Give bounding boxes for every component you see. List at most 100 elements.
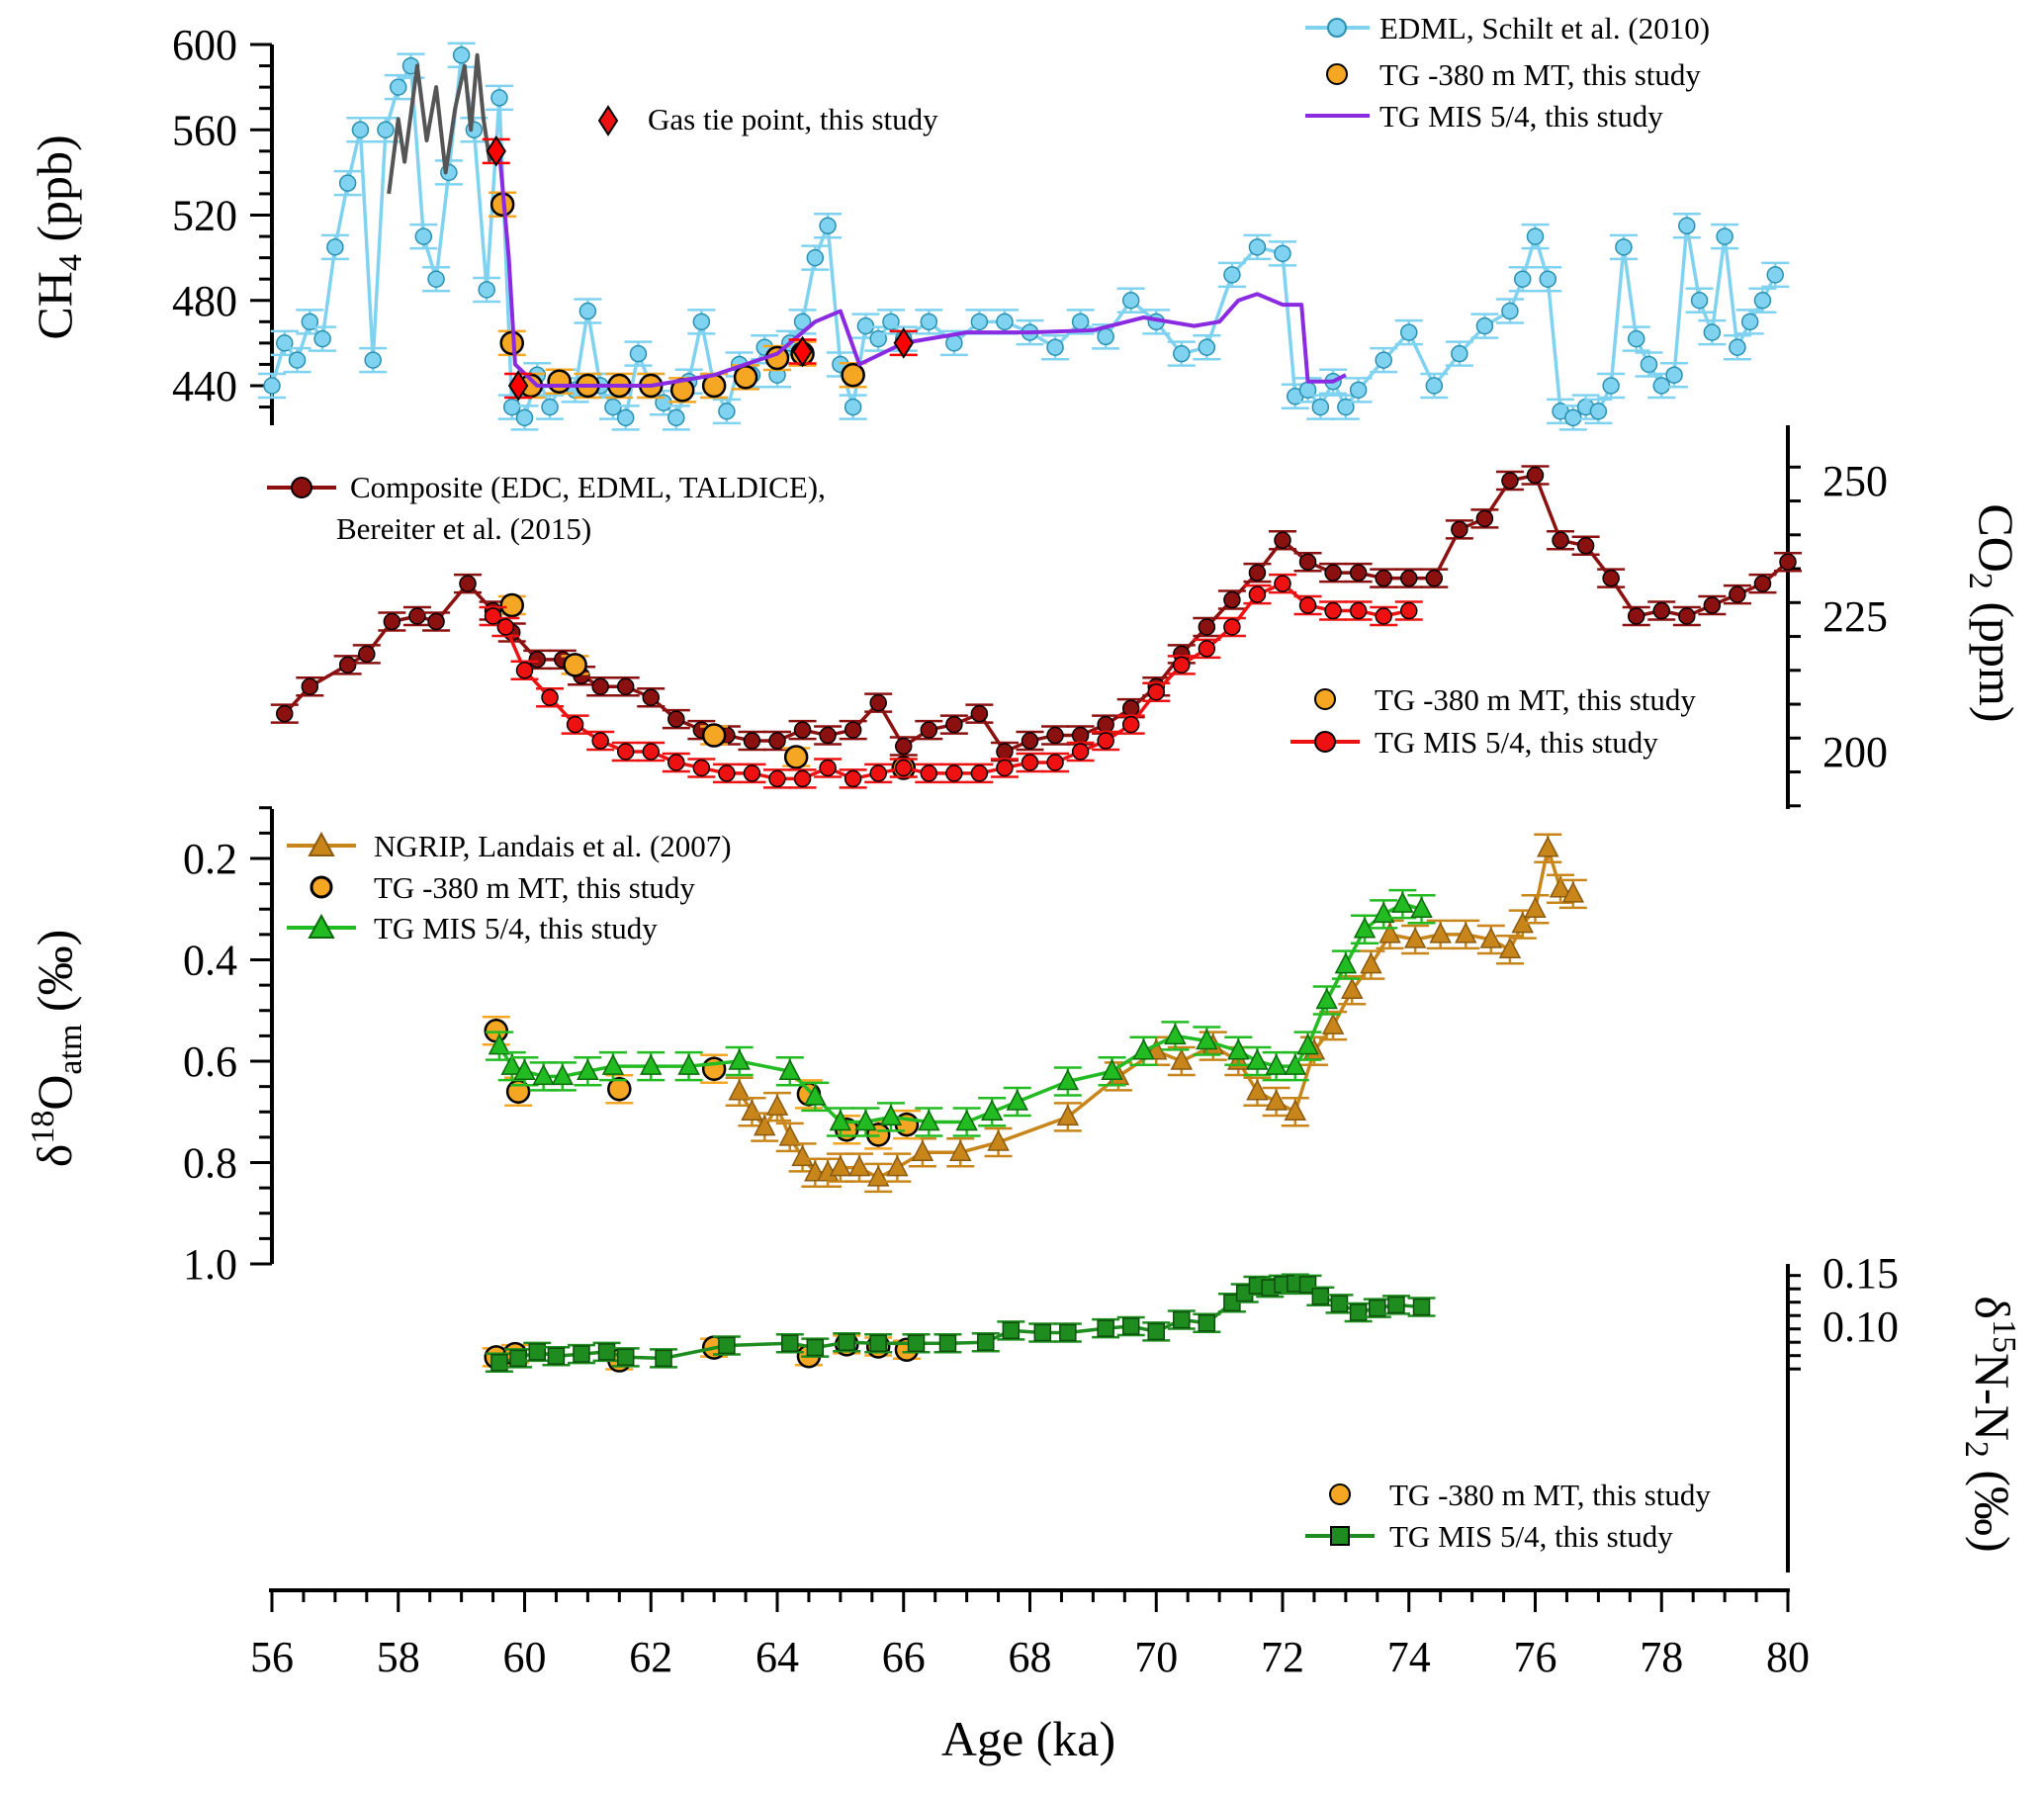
ch4-data-point — [1121, 292, 1140, 310]
legend-composite-label-1: Composite (EDC, EDML, TALDICE), — [350, 470, 826, 504]
legend-ngrip-marker — [308, 831, 335, 856]
d18o-data-point — [601, 1053, 625, 1075]
legend-d15n-tg380-marker — [1329, 1483, 1351, 1505]
ch4-data-point — [1451, 344, 1468, 363]
ch4-data-point — [478, 281, 495, 299]
ch4-series-tg-mis-5-4-dark — [387, 52, 492, 195]
ch4-data-point — [1690, 292, 1709, 310]
co2-series-tg-mis-5-4-this-study — [479, 573, 1423, 789]
d18o-data-point — [1454, 922, 1477, 943]
co2-data-point — [1021, 732, 1039, 750]
co2-data-point — [566, 715, 584, 734]
co2-data-point — [1046, 754, 1064, 771]
d15n-data-point — [528, 1343, 547, 1361]
co2-data-point — [844, 769, 862, 788]
ch4-data-point — [414, 227, 433, 245]
ch4-data-point — [1274, 244, 1291, 263]
ch4-data-point — [1716, 227, 1733, 245]
d15n-series-line — [498, 1282, 1422, 1365]
d18o-data-point — [1246, 1079, 1269, 1101]
d18o-data-point — [484, 1019, 509, 1043]
co2-data-point — [1071, 726, 1090, 745]
ch4-data-point — [547, 369, 572, 394]
co2-data-point — [1121, 715, 1140, 734]
ch4-ylabel: CH4 (ppb) — [27, 135, 89, 339]
ch4-data-point — [1501, 302, 1519, 320]
co2-data-point — [1552, 531, 1569, 550]
co2-data-point — [1627, 607, 1645, 625]
d18o-data-point — [1378, 922, 1401, 943]
d18o-data-point — [1391, 891, 1414, 913]
ch4-data-point — [351, 121, 370, 138]
d18o-data-point — [1315, 987, 1338, 1010]
co2-data-point — [793, 769, 812, 788]
ch4-data-point — [792, 335, 813, 368]
co2-data-point — [869, 764, 887, 782]
co2-data-point — [459, 575, 477, 592]
co2-data-point — [996, 743, 1014, 761]
d15n-data-point — [616, 1348, 635, 1367]
d18o-y-tick-label: 0.4 — [183, 937, 237, 985]
ch4-data-point — [718, 403, 736, 420]
d15n-data-point — [1002, 1321, 1021, 1340]
d18o-data-point — [1353, 917, 1377, 939]
ch4-data-point — [629, 344, 648, 363]
ch4-data-point — [1425, 377, 1444, 395]
d18o-data-point — [1549, 876, 1572, 898]
co2-data-point — [338, 656, 357, 674]
ch4-data-point — [515, 408, 534, 427]
legend-d18o-tg380-marker — [310, 875, 333, 899]
co2-data-point — [667, 754, 685, 771]
co2-data-point — [1198, 640, 1216, 658]
co2-data-point — [945, 764, 963, 782]
ch4-y-tick-label: 440 — [172, 362, 237, 410]
co2-data-point — [945, 715, 963, 734]
legend-tg380-marker — [1326, 63, 1348, 85]
co2-data-point — [1324, 564, 1342, 582]
d18o-y-tick-label: 0.2 — [183, 835, 237, 883]
ch4-data-point — [996, 313, 1014, 331]
d18o-data-point — [829, 1109, 852, 1131]
x-tick-label: 74 — [1387, 1633, 1431, 1681]
ch4-data-point — [364, 351, 382, 369]
d15n-data-point — [806, 1338, 825, 1357]
d15n-y-tick-label: 0.10 — [1822, 1303, 1899, 1351]
x-tick-label: 56 — [250, 1633, 294, 1681]
co2-data-point — [427, 612, 445, 631]
d15n-data-point — [1147, 1322, 1165, 1341]
d18o-data-point — [577, 1058, 599, 1080]
ch4-data-point — [692, 313, 711, 331]
d18o-data-point — [1170, 1048, 1194, 1070]
d18o-data-point — [551, 1063, 575, 1086]
co2-data-point — [1298, 553, 1317, 571]
d18o-data-point — [753, 1115, 776, 1136]
co2-data-point — [642, 743, 660, 761]
co2-data-point — [1223, 618, 1241, 636]
d18o-data-point — [728, 1048, 751, 1070]
d15n-data-point — [1033, 1323, 1052, 1342]
d18o-data-point — [1265, 1089, 1288, 1111]
d15n-data-point — [1097, 1319, 1114, 1337]
x-tick-label: 66 — [882, 1633, 926, 1681]
co2-data-point — [1173, 656, 1191, 674]
co2-data-point — [970, 764, 989, 782]
legend-composite-marker — [291, 477, 312, 498]
co2-ylabel: CO2 (ppm) — [1962, 503, 2024, 722]
ch4-data-point — [1602, 377, 1620, 395]
ch4-data-point — [1526, 227, 1545, 245]
ch4-data-point — [806, 248, 825, 267]
d18o-data-point — [1284, 1053, 1307, 1075]
co2-series-tg-380-m-mt-this-study — [497, 592, 918, 780]
d18o-series — [482, 833, 1587, 1194]
ch4-data-point — [452, 46, 471, 64]
panel-ch4: 440 480 520 560 600 CH4 (ppb) EDML, Schilt e… — [27, 11, 1790, 431]
co2-data-point — [768, 732, 786, 750]
co2-data-point — [563, 653, 587, 677]
d15n-y-tick-label: 0.15 — [1822, 1249, 1899, 1298]
co2-data-point — [1274, 575, 1291, 592]
d15n-data-point — [597, 1343, 616, 1361]
d18o-data-point — [1006, 1089, 1028, 1111]
d18o-data-point — [829, 1155, 852, 1177]
d15n-ylabel: δ15N-N2 (‰) — [1958, 1296, 2022, 1552]
d15n-data-point — [509, 1349, 527, 1368]
